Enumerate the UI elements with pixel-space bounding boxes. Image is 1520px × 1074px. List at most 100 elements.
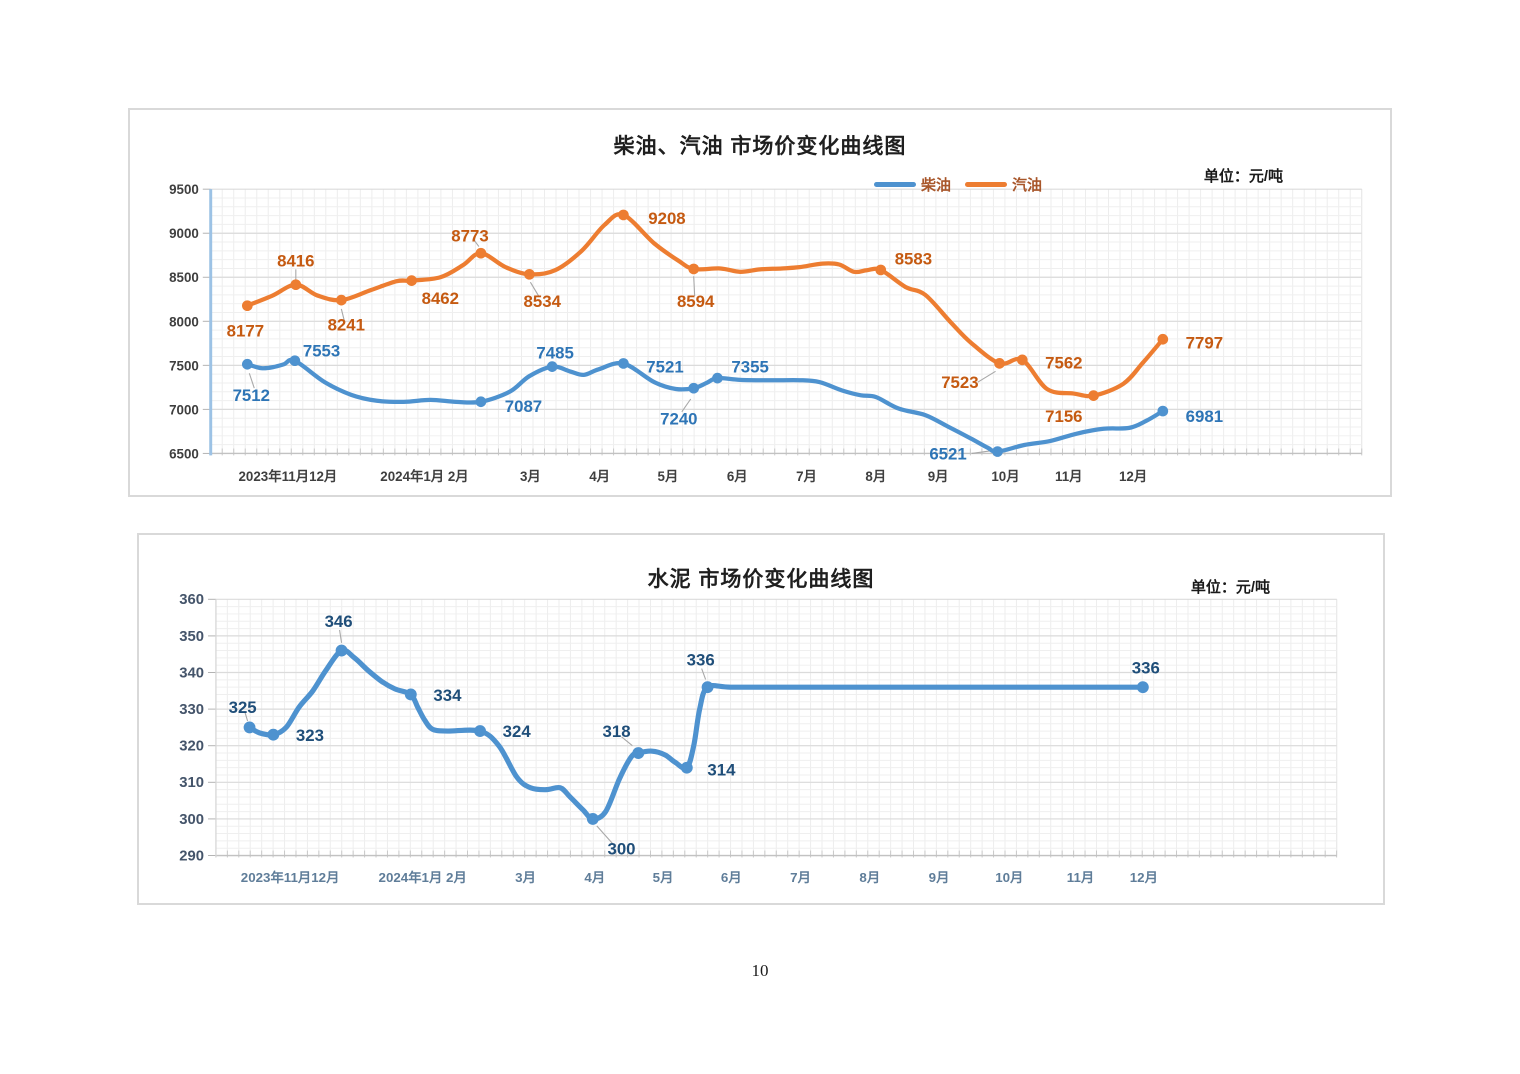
fuel-price-plot: 6500 7000 7500 8000 8500 9000 9500 2023年11月12月 2… bbox=[169, 182, 1363, 484]
data-point-marker bbox=[618, 358, 629, 369]
data-label: 8177 bbox=[227, 322, 264, 341]
data-label: 325 bbox=[229, 698, 257, 717]
svg-text:11月: 11月 bbox=[1067, 870, 1094, 885]
data-label: 8594 bbox=[677, 292, 715, 311]
gasoline-line-swatch bbox=[965, 182, 1008, 187]
svg-text:5月: 5月 bbox=[653, 870, 674, 885]
svg-text:350: 350 bbox=[179, 629, 204, 645]
data-point-marker bbox=[475, 247, 487, 259]
svg-text:6500: 6500 bbox=[169, 446, 199, 461]
svg-text:2024年1月 2月: 2024年1月 2月 bbox=[379, 869, 467, 885]
data-label: 8416 bbox=[277, 251, 314, 270]
data-point-marker bbox=[289, 355, 301, 367]
data-label: 346 bbox=[325, 612, 353, 631]
svg-text:9月: 9月 bbox=[928, 469, 949, 484]
unit-label: 单位：元/吨 bbox=[1190, 579, 1270, 596]
svg-text:9月: 9月 bbox=[929, 870, 950, 885]
data-label: 314 bbox=[707, 760, 736, 779]
svg-text:330: 330 bbox=[179, 702, 204, 718]
svg-text:3月: 3月 bbox=[515, 870, 536, 885]
grid bbox=[202, 188, 1363, 456]
data-label: 6521 bbox=[929, 444, 966, 463]
data-point-marker bbox=[680, 761, 693, 774]
svg-text:6月: 6月 bbox=[727, 469, 748, 484]
data-label: 7523 bbox=[941, 373, 978, 392]
data-point-marker bbox=[992, 446, 1003, 457]
svg-text:7000: 7000 bbox=[169, 402, 199, 417]
data-point-marker bbox=[524, 268, 535, 280]
data-label: 7521 bbox=[646, 357, 683, 376]
data-label: 8773 bbox=[451, 227, 488, 246]
svg-text:12月: 12月 bbox=[1130, 870, 1158, 885]
svg-text:3月: 3月 bbox=[520, 469, 541, 484]
data-label: 7485 bbox=[536, 343, 573, 362]
svg-text:360: 360 bbox=[179, 592, 204, 608]
data-point-marker bbox=[241, 300, 253, 312]
data-point-marker bbox=[1088, 390, 1099, 401]
svg-text:8月: 8月 bbox=[859, 870, 880, 885]
series-汽油: 8177 8416 8241 8462 8773 8534 9208 8594 8583 7523… bbox=[227, 209, 1223, 426]
svg-text:9000: 9000 bbox=[169, 226, 199, 241]
svg-text:7500: 7500 bbox=[169, 358, 199, 373]
data-point-marker bbox=[404, 688, 417, 701]
data-label: 7355 bbox=[731, 357, 768, 376]
svg-text:290: 290 bbox=[179, 848, 204, 864]
svg-text:7月: 7月 bbox=[790, 870, 811, 885]
axis-labels: 290 300 310 320 330 340 350 360 2023年11月12月 2024年… bbox=[179, 592, 1158, 885]
data-label: 7156 bbox=[1045, 407, 1082, 426]
svg-text:2023年11月12月: 2023年11月12月 bbox=[241, 869, 340, 885]
svg-text:340: 340 bbox=[179, 665, 204, 681]
data-point-marker bbox=[701, 681, 714, 694]
svg-text:8月: 8月 bbox=[865, 469, 886, 484]
data-label: 7087 bbox=[505, 397, 542, 416]
svg-text:320: 320 bbox=[179, 739, 204, 755]
data-label: 336 bbox=[687, 651, 715, 670]
legend: 柴油 汽油 bbox=[874, 174, 1042, 195]
svg-text:7月: 7月 bbox=[796, 469, 817, 484]
data-point-marker bbox=[1016, 354, 1028, 366]
data-label: 300 bbox=[608, 840, 636, 859]
page-number: 10 bbox=[751, 961, 769, 980]
svg-text:9500: 9500 bbox=[169, 182, 199, 197]
data-label: 7797 bbox=[1186, 334, 1223, 353]
data-label: 7240 bbox=[660, 410, 697, 429]
data-point-marker bbox=[546, 361, 558, 372]
data-point-marker bbox=[632, 747, 645, 759]
data-label: 323 bbox=[296, 726, 324, 745]
data-point-marker bbox=[474, 725, 486, 738]
data-point-marker bbox=[335, 644, 348, 657]
data-label: 334 bbox=[433, 686, 462, 705]
data-label: 7553 bbox=[303, 341, 340, 360]
legend-label-gasoline: 汽油 bbox=[1012, 177, 1043, 194]
data-label: 318 bbox=[603, 722, 631, 741]
data-label: 7512 bbox=[233, 386, 270, 405]
fuel-price-chart-box: 6500 7000 7500 8000 8500 9000 9500 2023年11月12月 2… bbox=[128, 108, 1392, 497]
data-point-marker bbox=[994, 358, 1005, 369]
svg-text:6月: 6月 bbox=[721, 870, 742, 885]
svg-text:5月: 5月 bbox=[658, 469, 679, 484]
data-label: 336 bbox=[1132, 658, 1160, 677]
legend-item-gasoline: 汽油 bbox=[965, 174, 1042, 195]
chart-title: 水泥 市场价变化曲线图 bbox=[647, 568, 875, 591]
data-label: 8241 bbox=[328, 316, 365, 335]
diesel-line-swatch bbox=[874, 182, 916, 187]
series-柴油: 7512 7553 7087 7485 7521 7240 7355 6521 6981 bbox=[233, 341, 1224, 463]
chart-title: 柴油、汽油 市场价变化曲线图 bbox=[613, 135, 907, 158]
svg-text:4月: 4月 bbox=[589, 469, 610, 484]
data-label: 8534 bbox=[524, 292, 562, 311]
svg-text:300: 300 bbox=[179, 812, 204, 828]
data-point-marker bbox=[336, 294, 347, 306]
cement-price-chart-box: 290 300 310 320 330 340 350 360 2023年11月12月 2024年… bbox=[137, 533, 1385, 905]
data-point-marker bbox=[406, 275, 417, 286]
data-point-marker bbox=[1136, 681, 1149, 694]
data-point-marker bbox=[475, 396, 487, 408]
cement-price-plot: 290 300 310 320 330 340 350 360 2023年11月12月 2024年… bbox=[179, 592, 1338, 885]
data-label: 8583 bbox=[895, 249, 932, 268]
data-point-marker bbox=[1157, 333, 1169, 345]
data-point-marker bbox=[875, 264, 887, 276]
svg-text:12月: 12月 bbox=[1119, 469, 1147, 484]
data-point-marker bbox=[241, 358, 253, 370]
data-point-marker bbox=[618, 209, 629, 221]
data-point-marker bbox=[243, 721, 256, 734]
svg-text:8000: 8000 bbox=[169, 314, 199, 329]
